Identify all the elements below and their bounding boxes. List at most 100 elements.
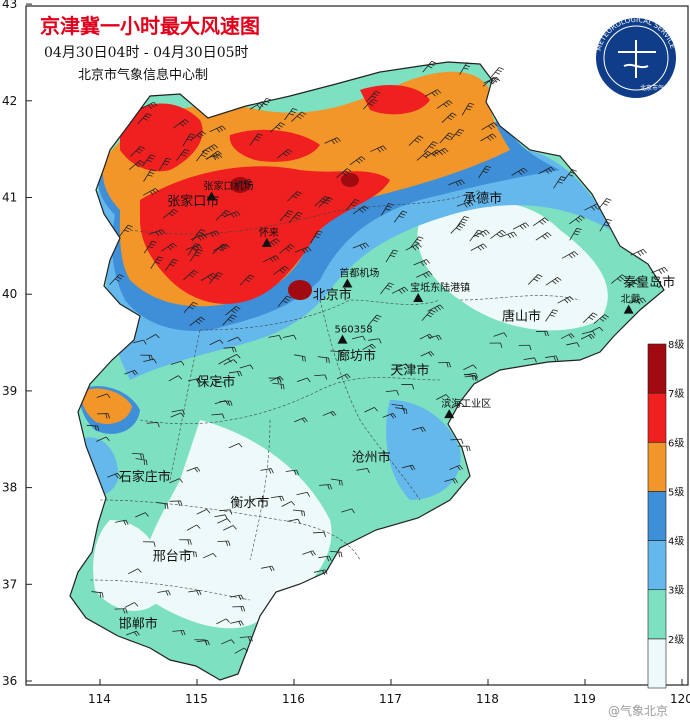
wind-barb xyxy=(228,370,243,377)
station-triangle-icon xyxy=(444,409,455,419)
lon-tick-label: 115 xyxy=(185,692,208,706)
wind-barb xyxy=(196,508,211,515)
wind-barb xyxy=(217,518,231,524)
city-label: 承德市 xyxy=(463,191,502,207)
wind-barb xyxy=(461,102,475,116)
wind-barb xyxy=(473,229,490,237)
wind-barb xyxy=(129,160,145,170)
wind-barb xyxy=(209,272,223,284)
legend-label: 6级 xyxy=(668,437,684,449)
wind-barb xyxy=(217,540,231,546)
wind-barb xyxy=(428,334,442,341)
wind-barb xyxy=(482,76,499,87)
station-label: 北戴 xyxy=(621,293,641,306)
wind-barb xyxy=(302,550,316,556)
wind-barb xyxy=(262,255,280,263)
wind-barb xyxy=(405,243,422,251)
wind-barb xyxy=(527,274,543,285)
wind-barb xyxy=(395,363,410,369)
wind-barb xyxy=(161,242,177,252)
wind-barb xyxy=(132,339,147,345)
wind-barb xyxy=(511,167,528,176)
wind-barb xyxy=(279,244,295,254)
city-label: 北京市 xyxy=(313,287,352,303)
wind-barb xyxy=(228,443,243,449)
wind-barb xyxy=(500,231,517,239)
legend: 2级 3级 4级 5级 6级 7级 8级 xyxy=(647,339,684,689)
station-label: 滨海工业区 xyxy=(441,397,491,410)
wind-barb xyxy=(86,425,100,431)
wind-barb xyxy=(148,229,166,237)
legend-label: 3级 xyxy=(668,585,684,597)
wind-barb xyxy=(535,330,549,337)
wind-barb xyxy=(249,497,263,503)
wind-barb xyxy=(370,145,387,153)
wind-barb xyxy=(172,629,186,636)
station-label: 宝坻东陆港镇 xyxy=(410,281,470,294)
wind-barb xyxy=(481,122,498,131)
wind-barb xyxy=(294,246,312,254)
wind-barb xyxy=(96,436,110,442)
city-label: 邯郸市 xyxy=(119,616,158,632)
plot-frame xyxy=(25,5,689,686)
wind-barb xyxy=(408,135,424,146)
wind-barb xyxy=(310,230,323,244)
wind-barb xyxy=(391,404,404,411)
wind-barb xyxy=(449,464,464,471)
wind-barb xyxy=(330,478,343,486)
wind-barb xyxy=(629,297,647,305)
wind-barb xyxy=(356,468,370,474)
wind-barb xyxy=(114,608,128,614)
lat-tick-label: 40 xyxy=(2,287,17,301)
wind-barb xyxy=(282,334,297,340)
wind-barb xyxy=(627,277,643,288)
wind-barb xyxy=(164,258,179,271)
wind-barb xyxy=(170,360,185,366)
wind-barb xyxy=(319,484,333,490)
wind-barb xyxy=(382,412,397,419)
station-triangle-icon xyxy=(342,278,353,288)
wind-barb xyxy=(545,355,559,361)
wind-barb xyxy=(222,314,237,326)
wind-barb xyxy=(279,210,294,222)
wind-barb xyxy=(420,351,435,357)
wind-barb xyxy=(288,211,303,224)
wind-barb xyxy=(236,178,253,186)
wind-barb xyxy=(287,518,301,524)
legend-label: 4级 xyxy=(668,536,684,548)
wind-barb xyxy=(135,458,148,466)
wind-barb xyxy=(561,251,579,259)
wind-barb xyxy=(314,196,330,207)
wind-barb xyxy=(214,380,226,388)
wind-barb xyxy=(293,354,306,362)
wind-barb xyxy=(168,375,183,382)
wind-barb xyxy=(91,591,104,598)
wind-barb xyxy=(142,188,160,196)
wind-barb xyxy=(532,217,549,227)
wind-barb xyxy=(345,199,360,211)
wind-barb xyxy=(569,215,585,225)
wind-barb xyxy=(203,230,220,238)
station-triangle-icon xyxy=(261,237,272,247)
lon-tick-label: 114 xyxy=(88,692,111,706)
wind-barb xyxy=(109,274,124,285)
wind-barb xyxy=(523,357,537,363)
city-label: 保定市 xyxy=(196,374,235,390)
meteorological-service-logo: METEOROLOGICAL SERVICE 北京市气象局 xyxy=(595,16,677,98)
lon-tick-label: 118 xyxy=(476,692,499,706)
station-label: 怀来 xyxy=(259,227,279,239)
wind-barb xyxy=(142,541,156,547)
wind-barb xyxy=(232,606,246,612)
wind-barb xyxy=(582,312,598,323)
watermark-text: @气象北京 xyxy=(607,704,668,718)
wind-barb xyxy=(142,154,156,167)
wind-barb xyxy=(218,358,232,365)
lat-tick-label: 41 xyxy=(2,191,17,205)
wind-barb xyxy=(557,296,574,304)
wind-barb xyxy=(126,630,140,637)
wind-barb xyxy=(451,402,465,409)
city-boundaries xyxy=(89,189,581,601)
latitude-axis: 43 42 41 40 39 38 37 36 xyxy=(2,0,32,688)
wind-barb xyxy=(450,223,466,234)
wind-barb xyxy=(212,243,228,255)
